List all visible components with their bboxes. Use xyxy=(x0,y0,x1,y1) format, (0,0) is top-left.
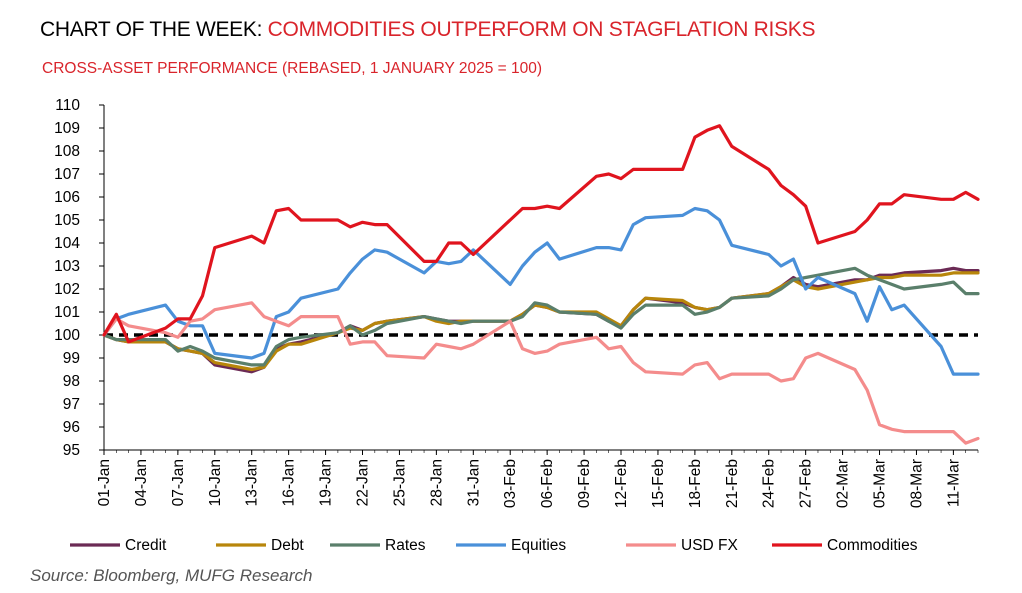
y-tick-label: 108 xyxy=(54,143,80,160)
y-tick-label: 107 xyxy=(54,166,80,183)
series-line-usd-fx xyxy=(102,301,980,445)
legend-usd-fx-label: USD FX xyxy=(681,537,739,554)
x-tick-label: 08-Mar xyxy=(908,459,925,508)
x-tick-label: 12-Feb xyxy=(613,459,630,508)
legend-rates-label: Rates xyxy=(385,537,426,554)
chart-subtitle: CROSS-ASSET PERFORMANCE (REBASED, 1 JANU… xyxy=(42,60,543,77)
chart-title: CHART OF THE WEEK: COMMODITIES OUTPERFOR… xyxy=(40,18,816,42)
x-tick-label: 03-Feb xyxy=(502,459,519,508)
y-tick-label: 102 xyxy=(54,281,80,298)
chart-legend: Credit Debt Rates Equities USD FX Commodities xyxy=(70,537,918,554)
x-tick-label: 13-Jan xyxy=(244,459,261,506)
y-tick-label: 100 xyxy=(54,327,80,344)
y-tick-label: 97 xyxy=(63,396,80,413)
legend-debt-label: Debt xyxy=(271,537,304,554)
x-tick-label: 18-Feb xyxy=(687,459,704,508)
x-tick-label: 28-Jan xyxy=(428,459,445,506)
x-tick-label: 27-Feb xyxy=(798,459,815,508)
y-tick-label: 110 xyxy=(55,97,80,114)
legend-credit-label: Credit xyxy=(125,537,167,554)
y-tick-label: 96 xyxy=(63,419,80,436)
x-tick-label: 15-Feb xyxy=(650,459,667,508)
y-tick-label: 105 xyxy=(54,212,80,229)
series-line-rates xyxy=(102,266,980,367)
x-tick-label: 11-Mar xyxy=(945,459,962,507)
legend-equities-label: Equities xyxy=(511,537,566,554)
x-tick-label: 21-Feb xyxy=(724,459,741,508)
y-tick-label: 103 xyxy=(54,258,80,275)
series-line-equities xyxy=(102,206,980,376)
x-tick-label: 16-Jan xyxy=(281,459,298,506)
y-tick-label: 106 xyxy=(54,189,80,206)
y-tick-label: 104 xyxy=(54,235,80,252)
y-tick-label: 99 xyxy=(63,350,80,367)
y-tick-label: 101 xyxy=(54,304,80,321)
y-tick-label: 109 xyxy=(54,120,80,137)
x-tick-label: 01-Jan xyxy=(96,459,113,506)
title-prefix: CHART OF THE WEEK: xyxy=(40,18,268,41)
x-tick-label: 10-Jan xyxy=(207,459,224,506)
title-main: COMMODITIES OUTPERFORM ON STAGFLATION RI… xyxy=(267,18,816,41)
x-tick-label: 09-Feb xyxy=(576,459,593,508)
x-tick-label: 19-Jan xyxy=(318,459,335,506)
chart-series xyxy=(102,124,980,445)
y-tick-label: 95 xyxy=(63,442,80,459)
x-tick-label: 25-Jan xyxy=(391,459,408,506)
x-tick-label: 05-Mar xyxy=(872,459,889,508)
x-tick-label: 04-Jan xyxy=(133,459,150,506)
series-line-commodities xyxy=(102,124,980,344)
x-tick-label: 02-Mar xyxy=(835,459,852,508)
chart-axes: 110 109 108 107 106 105 104 103 102 101 100 99 98 97 9… xyxy=(54,97,979,508)
x-tick-label: 31-Jan xyxy=(465,459,482,506)
legend-commodities-label: Commodities xyxy=(827,537,918,554)
x-tick-label: 07-Jan xyxy=(170,459,187,506)
x-tick-label: 24-Feb xyxy=(761,459,778,508)
x-tick-label: 06-Feb xyxy=(539,459,556,508)
source-note: Source: Bloomberg, MUFG Research xyxy=(30,566,313,585)
y-tick-label: 98 xyxy=(63,373,80,390)
x-tick-label: 22-Jan xyxy=(355,459,372,506)
